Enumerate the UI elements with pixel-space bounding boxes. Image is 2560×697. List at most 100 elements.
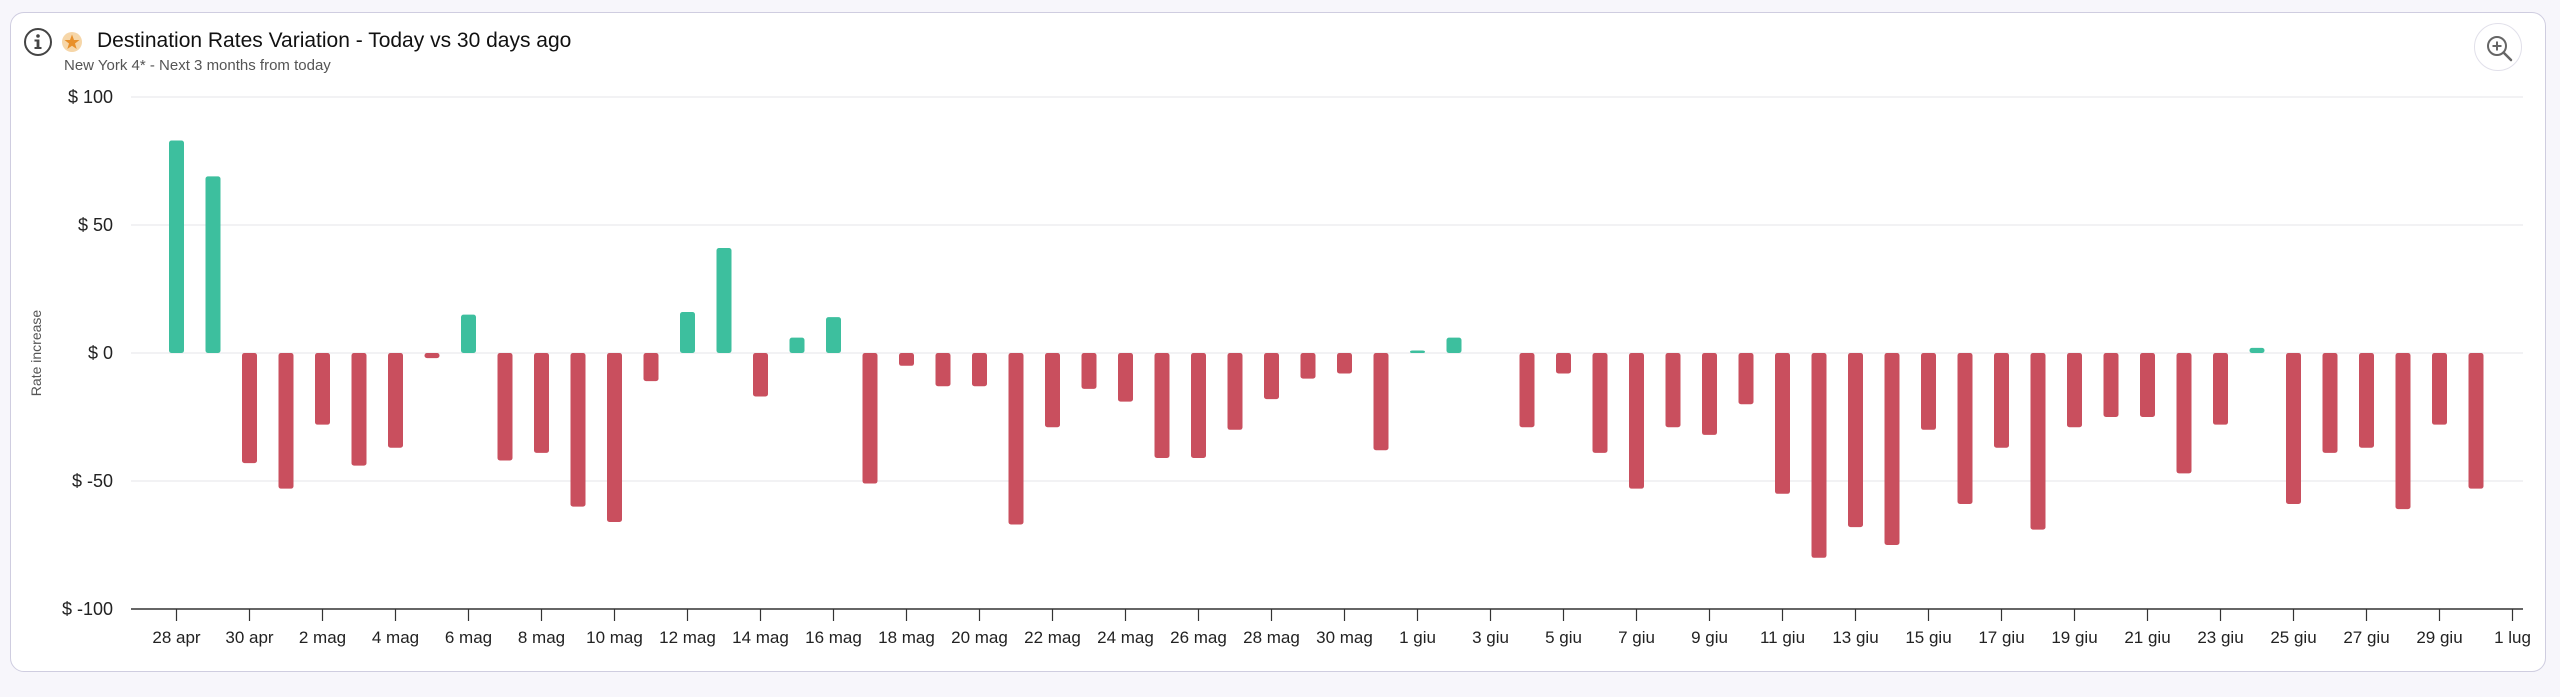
star-icon — [61, 31, 83, 53]
bar[interactable] — [1702, 353, 1717, 435]
bar[interactable] — [862, 353, 878, 484]
bar[interactable] — [1154, 353, 1170, 458]
bar[interactable] — [570, 353, 586, 507]
bar[interactable] — [2103, 353, 2119, 417]
bar[interactable] — [2395, 353, 2411, 510]
x-tick-label: 24 mag — [1097, 628, 1154, 647]
bar[interactable] — [534, 353, 549, 453]
bar[interactable] — [424, 353, 440, 359]
bar[interactable] — [2176, 353, 2192, 474]
x-tick-label: 10 mag — [586, 628, 643, 647]
bar[interactable] — [278, 353, 294, 489]
bar[interactable] — [1300, 353, 1316, 379]
y-tick-label: $ 100 — [68, 87, 113, 107]
bar[interactable] — [1811, 353, 1827, 558]
x-tick-label: 16 mag — [805, 628, 862, 647]
bar[interactable] — [1775, 353, 1790, 494]
info-icon[interactable] — [23, 27, 53, 57]
y-axis-ticks: $ 100 $ 50 $ 0 $ -50 $ -100 — [62, 87, 113, 619]
bar[interactable] — [1921, 353, 1936, 430]
chart-card: $ 100 $ 50 $ 0 $ -50 $ -100 28 apr 30 apr 2 ma… — [10, 12, 2546, 672]
x-tick-label: 11 giu — [1760, 628, 1805, 647]
x-tick-label: 26 mag — [1170, 628, 1227, 647]
bar[interactable] — [789, 337, 805, 353]
bar[interactable] — [1081, 353, 1097, 389]
bar[interactable] — [1191, 353, 1206, 458]
x-tick-label: 30 apr — [225, 628, 274, 647]
bar[interactable] — [2286, 353, 2301, 505]
y-tick-label: $ 50 — [78, 215, 113, 235]
bar[interactable] — [1264, 353, 1279, 400]
bar[interactable] — [826, 317, 841, 353]
bar[interactable] — [205, 176, 221, 353]
bars — [169, 140, 2484, 558]
bar[interactable] — [972, 353, 987, 387]
bar[interactable] — [2030, 353, 2046, 530]
x-tick-label: 23 giu — [2197, 628, 2243, 647]
grid-lines — [131, 96, 2523, 482]
bar[interactable] — [1519, 353, 1535, 428]
bar[interactable] — [1008, 353, 1024, 525]
bar[interactable] — [2322, 353, 2338, 453]
bar[interactable] — [1045, 353, 1060, 428]
x-tick-label: 29 giu — [2416, 628, 2462, 647]
x-tick-label: 30 mag — [1316, 628, 1373, 647]
bar[interactable] — [497, 353, 513, 461]
bar[interactable] — [1373, 353, 1389, 451]
bar[interactable] — [1738, 353, 1754, 405]
bar[interactable] — [753, 353, 768, 397]
bar[interactable] — [1665, 353, 1681, 428]
x-tick-label: 15 giu — [1905, 628, 1951, 647]
bar[interactable] — [2140, 353, 2155, 417]
x-tick-label: 21 giu — [2124, 628, 2170, 647]
bar[interactable] — [351, 353, 367, 466]
bar[interactable] — [2359, 353, 2374, 448]
y-tick-label: $ 0 — [88, 343, 113, 363]
y-tick-label: $ -100 — [62, 599, 113, 619]
bar[interactable] — [935, 353, 951, 387]
x-tick-label: 2 mag — [299, 628, 346, 647]
zoom-button[interactable] — [2474, 23, 2522, 71]
bar[interactable] — [1227, 353, 1243, 430]
bar[interactable] — [1446, 337, 1462, 353]
bar[interactable] — [1629, 353, 1644, 489]
bar[interactable] — [680, 312, 695, 353]
bar[interactable] — [2067, 353, 2082, 428]
chart-subtitle: New York 4* - Next 3 months from today — [64, 57, 331, 74]
bar[interactable] — [388, 353, 403, 448]
x-axis-ticks: 28 apr 30 apr 2 mag 4 mag 6 mag 8 mag 10 mag 12… — [152, 609, 2531, 647]
bar[interactable] — [1556, 353, 1571, 374]
bar[interactable] — [2432, 353, 2447, 425]
bar[interactable] — [1410, 350, 1425, 353]
x-tick-label: 13 giu — [1832, 628, 1878, 647]
x-tick-label: 8 mag — [518, 628, 565, 647]
bar[interactable] — [2468, 353, 2484, 489]
bar[interactable] — [1592, 353, 1608, 453]
x-tick-label: 19 giu — [2051, 628, 2097, 647]
x-tick-label: 28 mag — [1243, 628, 1300, 647]
bar[interactable] — [169, 140, 184, 353]
bar[interactable] — [315, 353, 330, 425]
bar[interactable] — [461, 314, 476, 353]
x-tick-label: 5 giu — [1545, 628, 1582, 647]
bar[interactable] — [1957, 353, 1973, 505]
x-tick-label: 28 apr — [152, 628, 201, 647]
bar[interactable] — [2213, 353, 2228, 425]
bar[interactable] — [1848, 353, 1863, 528]
bar[interactable] — [643, 353, 659, 382]
bar-chart: $ 100 $ 50 $ 0 $ -50 $ -100 28 apr 30 apr 2 ma… — [28, 87, 2531, 647]
bar[interactable] — [607, 353, 622, 522]
x-tick-label: 9 giu — [1691, 628, 1728, 647]
x-tick-label: 6 mag — [445, 628, 492, 647]
x-tick-label: 1 giu — [1399, 628, 1436, 647]
x-tick-label: 3 giu — [1472, 628, 1509, 647]
bar[interactable] — [1884, 353, 1900, 545]
bar[interactable] — [1118, 353, 1133, 402]
bar[interactable] — [242, 353, 257, 464]
bar[interactable] — [2249, 347, 2265, 353]
bar[interactable] — [716, 248, 732, 353]
bar[interactable] — [1337, 353, 1352, 374]
bar[interactable] — [1994, 353, 2009, 448]
bar[interactable] — [899, 353, 914, 366]
x-tick-label: 4 mag — [372, 628, 419, 647]
